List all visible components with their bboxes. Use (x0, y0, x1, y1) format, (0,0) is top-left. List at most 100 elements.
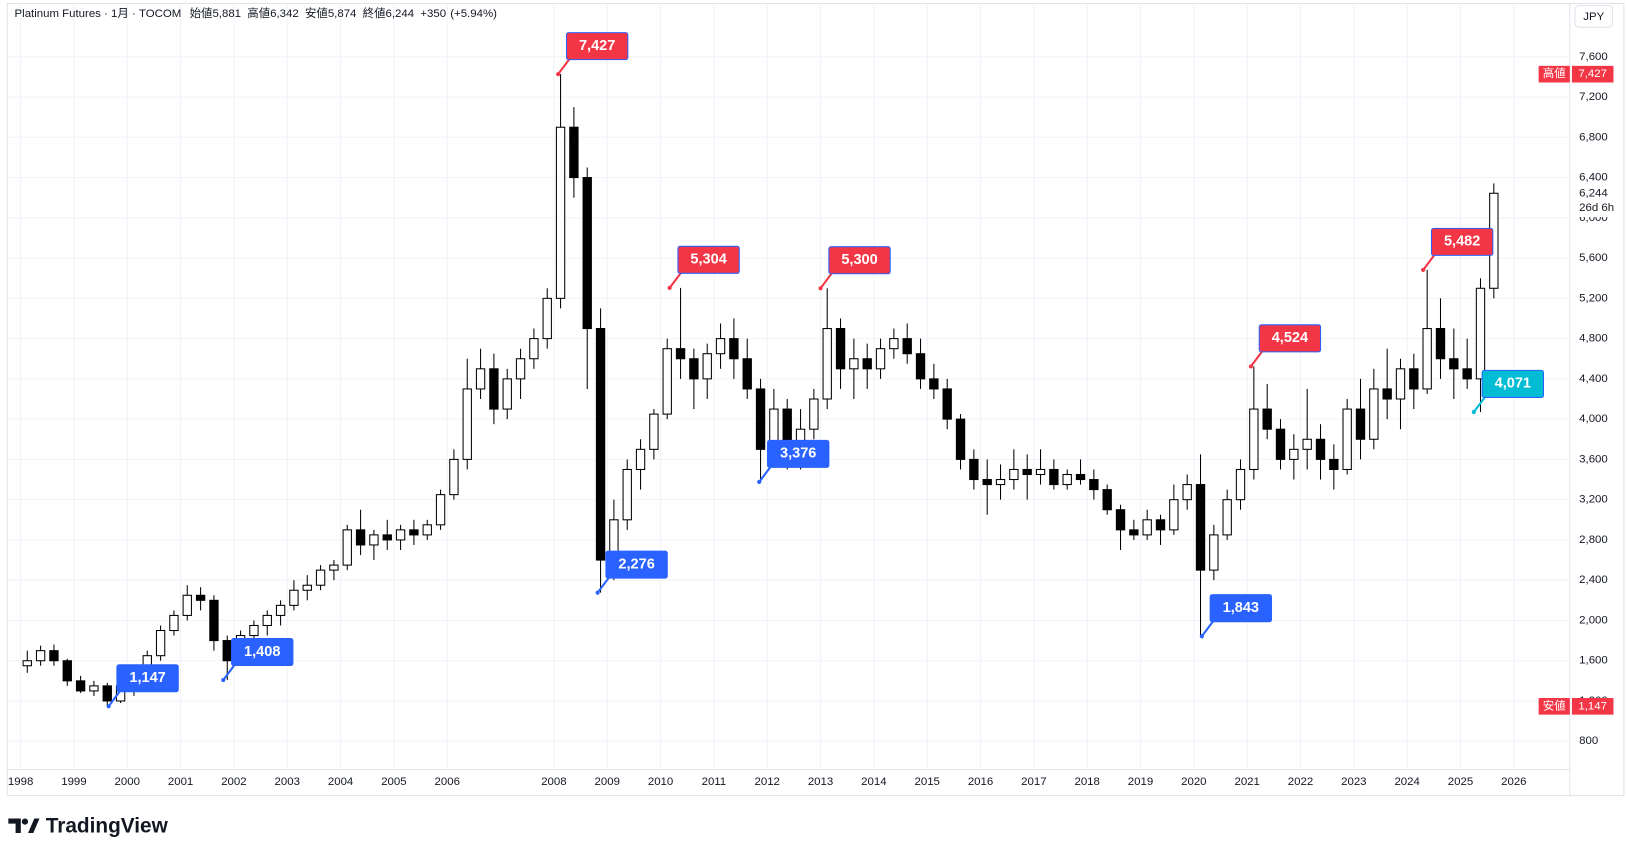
candle-body (1222, 499, 1232, 536)
candle-body (449, 458, 459, 496)
currency[interactable]: JPY (1583, 11, 1604, 23)
annotation-pointer (557, 56, 572, 75)
candle-body (675, 348, 686, 360)
price-marker-box (1571, 698, 1614, 715)
y-tick-label: 5,200 (1579, 292, 1608, 304)
candle-body (35, 650, 46, 662)
y-tick-label: 2,400 (1579, 574, 1608, 586)
annotation-label: 4,524 (1272, 330, 1309, 346)
candle-body (302, 584, 312, 591)
symbol: Platinum Futures · 1月 · TOCOM (15, 8, 182, 20)
axes: 8001,2001,6002,0002,4002,8003,2003,6004,… (8, 51, 1622, 788)
annotation-label: 3,376 (780, 446, 816, 462)
candle-body (649, 413, 659, 450)
annotation-label: 5,482 (1444, 234, 1480, 250)
annotation-point (221, 677, 226, 683)
y-tick-label: 7,600 (1579, 51, 1608, 63)
candle-body (489, 368, 499, 410)
annotation-box (605, 550, 668, 579)
x-tick-label: 2013 (808, 776, 833, 788)
currency-button[interactable] (1574, 4, 1613, 28)
candle-body (542, 297, 552, 340)
annotation-pointer (819, 271, 834, 289)
candle-body (369, 534, 379, 546)
x-tick-label: 2020 (1181, 776, 1206, 788)
candle-body (729, 338, 739, 360)
candle-body (1035, 468, 1046, 476)
candle-body (1115, 509, 1126, 531)
candles (22, 74, 1499, 707)
annotation-point (818, 286, 823, 291)
annotation-label: 5,304 (690, 252, 727, 268)
annotation-point (757, 479, 762, 485)
candle-body (982, 479, 992, 486)
candle-body (1369, 388, 1379, 440)
candle-body (862, 358, 872, 370)
annotation-point (556, 72, 561, 77)
candle-body (1009, 468, 1019, 481)
y-tick-label: 6,000 (1579, 212, 1608, 224)
candle-body (889, 338, 899, 350)
annotation-pointer (1201, 619, 1216, 637)
candle-body (1075, 473, 1086, 481)
candle-body (902, 338, 912, 355)
candle-body (422, 524, 432, 536)
price-marker-name-box (1538, 698, 1570, 715)
x-tick-label: 2023 (1341, 776, 1366, 788)
candle-body (182, 594, 192, 616)
candle-body (249, 624, 259, 637)
annotation-box (828, 246, 891, 275)
x-tick-label: 2009 (595, 776, 620, 788)
candle-body (1435, 328, 1446, 360)
x-tick-label: 2025 (1448, 776, 1473, 788)
x-tick-label: 1999 (61, 776, 86, 788)
candle-body (1142, 519, 1152, 536)
candle-body (1302, 438, 1312, 450)
candle-body (569, 126, 579, 179)
y-tick-label: 3,200 (1579, 494, 1608, 506)
price-marker-name: 安値 (1543, 698, 1566, 712)
candle-body (742, 358, 752, 390)
annotation-pointer (1250, 349, 1265, 368)
candle-body (849, 358, 859, 370)
candle-body (195, 594, 206, 601)
price-marker-box (1571, 65, 1614, 83)
y-tick-label: 800 (1579, 735, 1598, 747)
annotation-point (667, 285, 672, 290)
candle-body (1409, 368, 1419, 390)
candle-body (1315, 438, 1326, 460)
candle-body (289, 589, 299, 606)
last-price-label: 6,244 (1579, 187, 1608, 199)
candle-body (1022, 468, 1032, 476)
candle-body (75, 680, 86, 692)
candle-body (1382, 388, 1392, 400)
candle-body (1395, 368, 1406, 400)
candle-body (635, 448, 646, 470)
candle-body (1235, 468, 1246, 501)
x-tick-label: 2018 (1074, 776, 1099, 788)
candle-body (662, 348, 672, 415)
candle-body (929, 378, 939, 390)
frame (6, 2, 1625, 797)
price-marker-label: 7,427 (1578, 68, 1607, 80)
candle-body (915, 353, 926, 380)
annotation-label: 1,147 (129, 670, 165, 686)
candle-body (1275, 428, 1286, 460)
x-tick-label: 2014 (861, 776, 887, 788)
candle-body (995, 479, 1006, 486)
annotation-point (1248, 364, 1253, 369)
x-tick-label: 2026 (1501, 776, 1526, 788)
countdown: 26d 6h (1579, 202, 1614, 214)
candle-body (209, 599, 219, 642)
ohlc-value: 6,244 (386, 8, 415, 20)
y-tick-label: 3,600 (1579, 453, 1608, 465)
ohlc-value: 5,874 (328, 8, 357, 20)
annotation-label: 5,300 (841, 252, 877, 268)
annotation-label: 1,408 (244, 644, 280, 660)
candle-body (1449, 358, 1459, 370)
candle-body (969, 458, 979, 481)
ohlc-name: 安値 (305, 6, 328, 20)
change-pct: (+5.94%) (450, 8, 497, 20)
header: Platinum Futures · 1月 · TOCOM 始値5,881 高値6,… (15, 6, 498, 20)
